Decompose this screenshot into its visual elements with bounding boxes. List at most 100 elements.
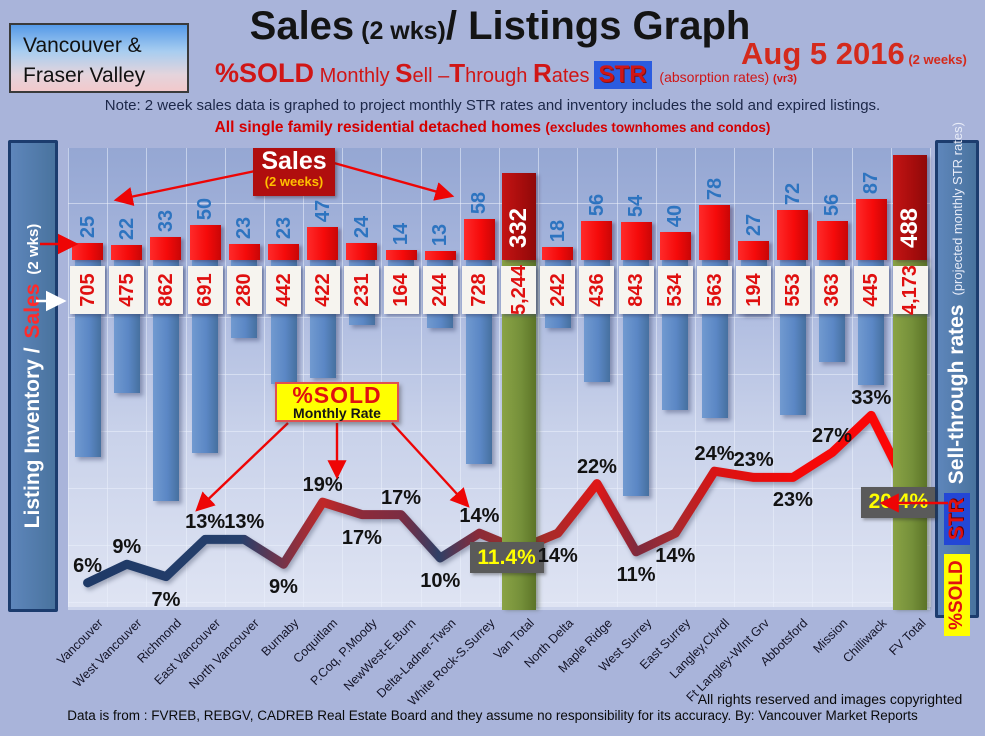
title-rest: / Listings Graph bbox=[445, 4, 751, 48]
sales-bar bbox=[268, 243, 299, 260]
left-axis-part2: Sales bbox=[21, 283, 44, 339]
pct-label: 19% bbox=[302, 474, 343, 497]
str-line bbox=[83, 410, 915, 588]
pct-label: 14% bbox=[537, 545, 578, 568]
pctsold-callout: %SOLD Monthly Rate bbox=[275, 382, 399, 422]
note-line: Note: 2 week sales data is graphed to pr… bbox=[104, 97, 881, 114]
inventory-label-box bbox=[736, 266, 772, 314]
gridline-vertical bbox=[655, 148, 657, 607]
report-date: Aug 5 2016 (2 weeks) bbox=[741, 36, 967, 72]
gridline-vertical bbox=[538, 148, 540, 607]
subtitle-homes-paren: (excludes townhomes and condos) bbox=[545, 120, 771, 135]
footer-source: Data is from : FVREB, REBGV, CADREB Real… bbox=[67, 708, 918, 723]
total-rate-box: 11.4% bbox=[469, 542, 544, 574]
footer-rights: All rights reserved and images copyright… bbox=[697, 691, 963, 707]
gridline-vertical bbox=[930, 148, 931, 607]
subtitle-homes-main: All single family residential detached h… bbox=[214, 119, 546, 136]
gridline-vertical bbox=[577, 148, 579, 607]
gridline-vertical bbox=[303, 148, 305, 607]
sales-bar bbox=[659, 232, 691, 260]
gridline-vertical bbox=[381, 148, 383, 607]
str-chip-side: STR bbox=[944, 493, 970, 546]
inventory-label-box bbox=[148, 266, 184, 314]
gridline-vertical bbox=[420, 148, 422, 607]
inventory-label-box bbox=[187, 266, 223, 314]
gridline-vertical bbox=[342, 148, 344, 607]
pct-label: 23% bbox=[772, 489, 813, 512]
subtitle-str-line: %SOLD Monthly Sell –Through Rates STR (ab… bbox=[215, 58, 797, 89]
gridline-horizontal bbox=[68, 431, 930, 432]
pct-label: 33% bbox=[851, 387, 892, 410]
sales-bar bbox=[738, 241, 770, 260]
inventory-label-box bbox=[70, 266, 106, 314]
sales-bar bbox=[620, 222, 652, 260]
pct-label: 9% bbox=[112, 536, 142, 559]
str-chip: STR bbox=[593, 61, 652, 89]
sales-bar bbox=[111, 244, 143, 260]
gridline-horizontal bbox=[68, 374, 930, 375]
region-box: Vancouver & Fraser Valley bbox=[9, 23, 189, 93]
gridline-vertical bbox=[146, 148, 148, 607]
inventory-label-box bbox=[657, 266, 693, 314]
gridline-vertical bbox=[459, 148, 461, 607]
sales-bar bbox=[346, 243, 378, 260]
rates-text: Rates bbox=[532, 58, 590, 88]
gridline-vertical bbox=[185, 148, 187, 607]
gridline-vertical bbox=[734, 148, 736, 607]
sales-bar bbox=[424, 250, 456, 260]
sales-callout: Sales (2 weeks) bbox=[253, 148, 335, 196]
pct-label: 13% bbox=[185, 511, 226, 534]
vr3-text: (vr3) bbox=[773, 73, 797, 85]
inventory-label-box bbox=[501, 266, 537, 314]
date-suffix: (2 weeks) bbox=[904, 52, 967, 67]
category-label: North Vancouver bbox=[186, 616, 263, 692]
inventory-label-box bbox=[697, 266, 732, 314]
through-text: Through bbox=[449, 58, 528, 88]
pct-label: 23% bbox=[733, 449, 774, 472]
gridline-vertical bbox=[499, 148, 500, 607]
pct-label: 6% bbox=[73, 554, 103, 577]
gridline-horizontal bbox=[68, 488, 930, 489]
pct-label: 17% bbox=[341, 526, 382, 549]
subtitle-homes: All single family residential detached h… bbox=[0, 119, 985, 137]
left-axis-part3: (2 wks) bbox=[24, 223, 42, 275]
gridline-vertical bbox=[694, 148, 696, 607]
sales-bar bbox=[385, 250, 417, 260]
inventory-label-box bbox=[853, 266, 889, 314]
pct-label: 7% bbox=[151, 588, 181, 611]
inventory-label-box bbox=[814, 266, 850, 314]
title-2wks: (2 wks) bbox=[354, 17, 446, 45]
right-axis-main: Sell-through rates bbox=[945, 304, 968, 485]
sales-bar bbox=[699, 205, 730, 260]
sell-text: Sell bbox=[395, 58, 433, 88]
sales-bar bbox=[189, 225, 221, 260]
dash-text: – bbox=[432, 65, 450, 87]
pctsold-text: %SOLD bbox=[215, 58, 315, 88]
pct-label: 22% bbox=[576, 455, 617, 478]
inventory-label-box bbox=[892, 266, 928, 314]
sales-bar bbox=[72, 242, 104, 260]
category-label: West Vancouver bbox=[70, 616, 145, 690]
sales-bar bbox=[855, 199, 887, 260]
category-label: FV Total bbox=[886, 616, 929, 659]
chart-plot: 25 705 22 475 33 862 50 691 23 280 23 442 47 422 24 231… bbox=[68, 148, 936, 611]
sales-bar bbox=[228, 243, 260, 260]
sales-bar bbox=[150, 236, 182, 260]
sales-bar bbox=[542, 247, 574, 260]
sales-bar bbox=[463, 219, 495, 260]
gridline-vertical bbox=[616, 148, 618, 607]
pct-label: 11% bbox=[616, 563, 656, 586]
pct-label: 17% bbox=[381, 486, 422, 509]
inventory-label-box bbox=[109, 266, 145, 314]
gridline-vertical bbox=[773, 148, 775, 607]
inventory-label-box bbox=[579, 266, 615, 314]
left-axis-label: Listing Inventory / Sales (2 wks) bbox=[19, 146, 47, 606]
region-line2: Fraser Valley bbox=[23, 64, 146, 88]
gridline-vertical bbox=[263, 148, 265, 607]
gridline-vertical bbox=[812, 148, 814, 607]
inventory-label-box bbox=[422, 266, 458, 314]
sales-callout-title: Sales bbox=[261, 147, 327, 175]
pct-labels-layer: 6% 9% 7% 13% 13% 9% 19% 17% 17% 10% 14% 11.4% 14% 22%… bbox=[68, 148, 936, 611]
inventory-label-box bbox=[775, 266, 811, 314]
